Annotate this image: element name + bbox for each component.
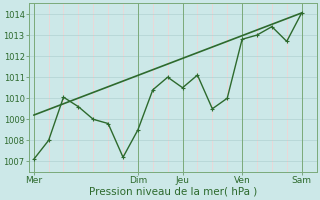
- X-axis label: Pression niveau de la mer( hPa ): Pression niveau de la mer( hPa ): [89, 187, 257, 197]
